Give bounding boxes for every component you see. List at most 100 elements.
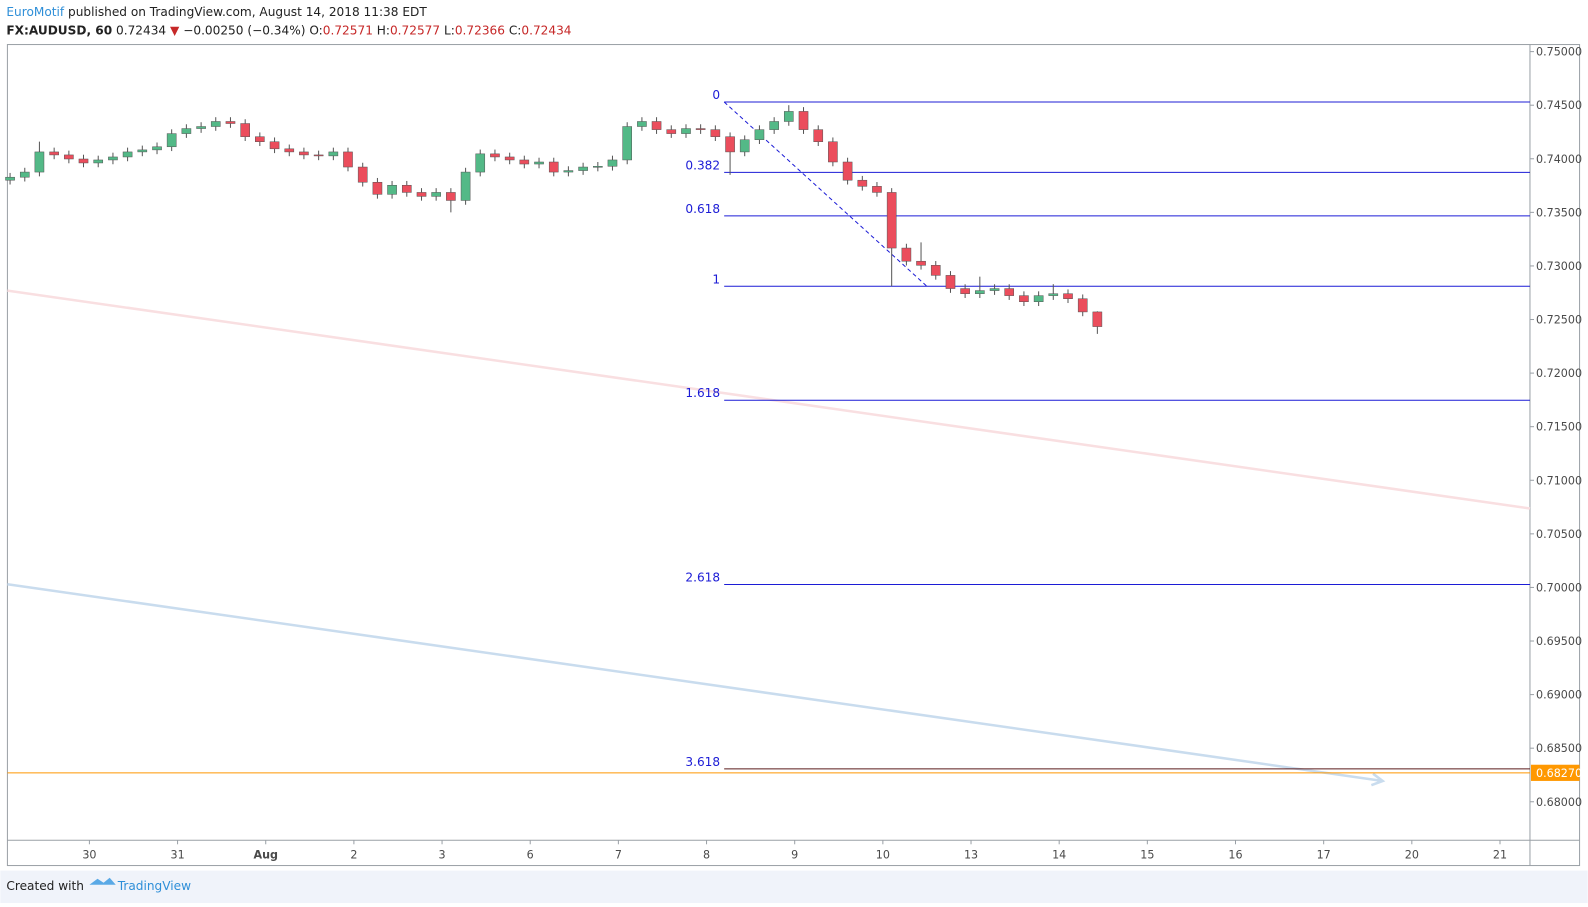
x-tick-label: 6 <box>527 848 534 861</box>
candle-body <box>666 129 677 134</box>
candle-body <box>945 275 956 289</box>
y-tick-label: 0.72000 <box>1536 367 1582 380</box>
candle-body <box>343 151 353 168</box>
candle-body <box>710 129 721 137</box>
candle-body <box>886 192 897 249</box>
y-tick-label: 0.68500 <box>1536 742 1582 755</box>
candle-body <box>387 184 397 195</box>
candle-body <box>519 159 530 165</box>
published: published on TradingView.com, August 14,… <box>68 5 427 19</box>
candle-body <box>401 184 412 193</box>
candle-body <box>578 166 588 171</box>
y-tick-label: 0.69000 <box>1536 689 1582 702</box>
candle-body <box>622 126 633 161</box>
candle-body <box>725 136 735 153</box>
x-tick-label: 16 <box>1228 848 1242 861</box>
candle-body <box>754 129 765 140</box>
price-label-box <box>1530 764 1580 781</box>
candle-body <box>872 186 882 193</box>
fib-label: 2.618 <box>685 571 720 585</box>
candle-body <box>960 288 970 294</box>
candle-body <box>813 129 824 142</box>
y-tick-label: 0.71500 <box>1536 421 1582 434</box>
candle-body <box>284 148 295 153</box>
candle-body <box>357 166 368 183</box>
fib-label: 0.618 <box>685 202 720 216</box>
y-tick-label: 0.72500 <box>1536 314 1582 327</box>
candle-body <box>1048 293 1059 296</box>
candle-body <box>34 151 45 173</box>
candle-body <box>548 161 559 173</box>
x-tick-label: 30 <box>82 848 96 861</box>
fib-label: 3.618 <box>685 755 720 769</box>
candle-body <box>372 181 383 195</box>
candle-body <box>975 290 985 294</box>
candle-body <box>739 139 750 153</box>
candle-body <box>857 179 868 187</box>
x-tick-label: 21 <box>1493 848 1507 861</box>
x-tick-label: 31 <box>170 848 184 861</box>
x-tick-label: 17 <box>1317 848 1331 861</box>
candle-body <box>225 121 236 124</box>
candle-body <box>1033 295 1044 302</box>
candle-body <box>269 141 280 150</box>
candle-body <box>769 121 779 130</box>
brand[interactable]: TradingView <box>117 879 191 893</box>
l-label: L: <box>444 23 455 37</box>
candle-body <box>563 170 574 173</box>
candle-body <box>78 158 89 164</box>
candle-body <box>930 265 941 276</box>
candle-body <box>431 192 441 197</box>
candle-body <box>1077 298 1088 313</box>
author[interactable]: EuroMotif <box>6 5 64 19</box>
candle-body <box>1004 288 1015 296</box>
footer <box>0 870 1588 903</box>
fib-label: 0.382 <box>685 158 720 172</box>
x-tick-label: 20 <box>1405 848 1419 861</box>
arrow: ▼ <box>170 23 180 37</box>
candle-body <box>504 156 515 161</box>
header-line: EuroMotif published on TradingView.com, … <box>6 5 427 19</box>
candle-body <box>166 133 177 148</box>
x-tick-label: 15 <box>1140 848 1154 861</box>
y-tick-label: 0.69500 <box>1536 635 1582 648</box>
candle-body <box>842 161 853 181</box>
y-tick-label: 0.75000 <box>1536 46 1582 59</box>
x-tick-label: 2 <box>350 848 357 861</box>
plot: 0.68000 0.68500 0.69000 0.69500 0.70000 0.705… <box>5 46 1582 861</box>
candle-body <box>446 192 456 201</box>
x-tick-label: Aug <box>253 848 278 861</box>
l-value: 0.72366 <box>455 23 505 37</box>
candle-body <box>122 151 133 158</box>
y-tick-label: 0.74500 <box>1536 99 1582 112</box>
last: 0.72434 <box>116 23 166 37</box>
trend-line <box>7 289 1531 510</box>
candle-body <box>607 159 618 167</box>
fib-label: 1.618 <box>685 386 720 400</box>
candle-body <box>299 151 309 156</box>
candle-body <box>534 161 544 165</box>
candle-body <box>828 141 838 163</box>
x-tick-label: 13 <box>964 848 978 861</box>
y-tick-label: 0.73000 <box>1536 260 1582 273</box>
symbol: FX:AUDUSD, 60 <box>6 23 112 37</box>
candle-body <box>255 136 265 142</box>
candle-body <box>490 153 500 158</box>
candle-body <box>19 171 30 178</box>
candle-body <box>1063 293 1073 299</box>
y-tick-label: 0.73500 <box>1536 206 1582 219</box>
candle-body <box>593 166 603 168</box>
trend-line <box>7 582 1383 783</box>
h-value: 0.72577 <box>390 23 440 37</box>
o-value: 0.72571 <box>323 23 373 37</box>
y-tick-label: 0.68000 <box>1536 796 1582 809</box>
candle-body <box>783 111 794 122</box>
candle-body <box>901 247 912 262</box>
candle-body <box>49 151 59 156</box>
x-tick-label: 14 <box>1052 848 1066 861</box>
fib-label: 1 <box>712 272 720 286</box>
candle-body <box>798 111 809 130</box>
created-with: Created with <box>6 879 84 893</box>
